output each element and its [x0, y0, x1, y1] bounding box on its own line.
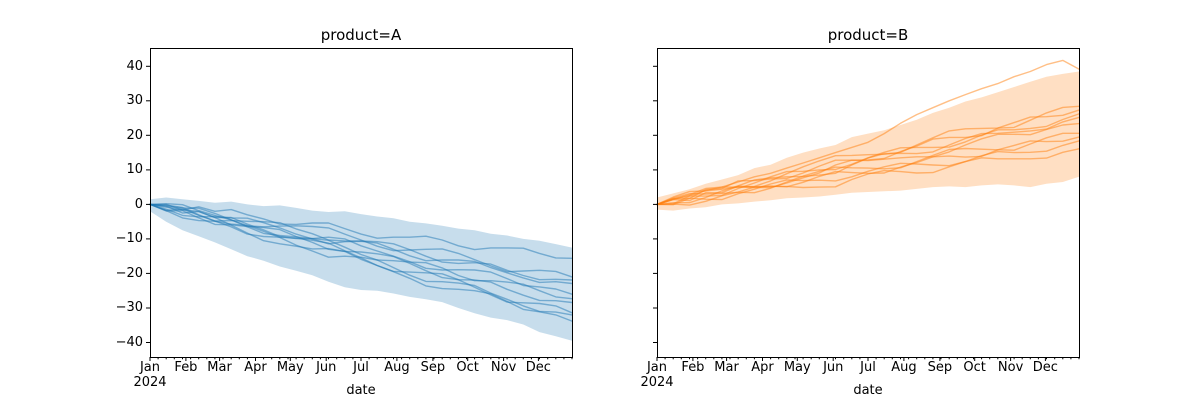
x-tick-label: Nov [490, 360, 517, 375]
y-tick-label: −10 [115, 231, 143, 247]
x-axis-label-a: date [346, 383, 376, 398]
y-tick-label: 30 [126, 93, 143, 109]
x-tick-label: Oct [963, 360, 986, 375]
x-tick-label: Apr [751, 360, 774, 375]
axes-frame [657, 48, 1080, 358]
confidence-band [657, 71, 1079, 211]
y-tick-label: 0 [134, 196, 143, 212]
series-line [149, 203, 573, 322]
x-tick-label: Aug [384, 360, 410, 375]
x-tick-label: Mar [714, 360, 739, 375]
series-line [656, 132, 1080, 206]
series-lines [656, 59, 1080, 206]
x-tick-label: Oct [456, 360, 479, 375]
x-tick-label: Sep [420, 360, 446, 375]
x-tick-label: Sep [927, 360, 953, 375]
x-tick-label: Dec [525, 360, 551, 375]
series-line [149, 203, 573, 300]
x-tick-label: Jul [353, 360, 369, 375]
series-lines [149, 202, 573, 322]
x-tick-label: May [276, 360, 304, 375]
x-tick-label: Apr [244, 360, 267, 375]
series-line [656, 148, 1080, 206]
series-line [656, 116, 1080, 206]
y-tick-label: 40 [126, 58, 143, 74]
x-tick-label: Nov [997, 360, 1024, 375]
x-axis-label-b: date [853, 383, 883, 398]
y-tick-label: 10 [126, 162, 143, 178]
y-tick-label: −40 [115, 334, 143, 350]
x-tick-label: Jul [860, 360, 876, 375]
y-tick-label: 20 [126, 127, 143, 143]
plot-title-product-a: product=A [320, 26, 402, 44]
series-line [149, 203, 573, 259]
x-tick-label: Feb [681, 360, 705, 375]
x-tick-label: Aug [891, 360, 917, 375]
plot-title-product-b: product=B [827, 26, 909, 44]
series-line [656, 122, 1080, 206]
axes-frame [150, 48, 573, 358]
y-tick-label: −20 [115, 265, 143, 281]
series-line [149, 203, 573, 304]
confidence-band [150, 197, 572, 341]
x-tick-label: Jun [823, 360, 844, 375]
x-tick-label: Dec [1032, 360, 1058, 375]
x-tick-label: May [783, 360, 811, 375]
x-tick-label: Mar [207, 360, 232, 375]
series-line [149, 203, 573, 295]
x-tick-label: Feb [174, 360, 198, 375]
y-tick-label: −30 [115, 300, 143, 316]
x-tick-label: Jan 2024 [640, 360, 674, 390]
x-tick-label: Jan 2024 [133, 360, 167, 390]
series-line [149, 203, 573, 316]
x-tick-label: Jun [316, 360, 337, 375]
series-line [656, 140, 1080, 206]
